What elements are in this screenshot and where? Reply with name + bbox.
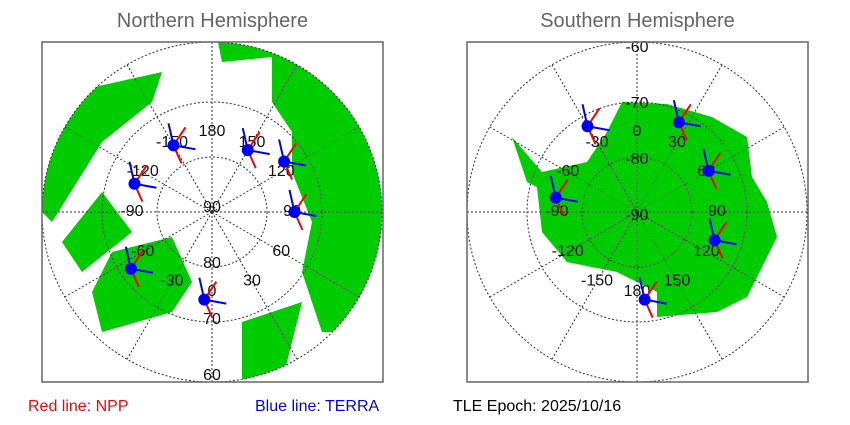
longitude-label: -120 <box>552 243 584 260</box>
longitude-label: -150 <box>581 273 613 290</box>
antarctica-land <box>512 102 777 317</box>
meridian-line <box>636 211 785 298</box>
eurasia-land <box>212 42 382 332</box>
land-layer <box>42 42 382 382</box>
npp-legend: Red line: NPP <box>28 398 129 415</box>
map-frame <box>466 41 809 383</box>
satellite-pass-marker <box>124 262 137 275</box>
meridian-line <box>551 211 638 360</box>
north-polar-map: 908070601801501209060300-30-60-90-120-15… <box>41 41 384 384</box>
satellite-pass-marker <box>672 116 685 129</box>
meridian-line <box>211 126 360 213</box>
satellite-pass-marker <box>702 164 715 177</box>
meridian-line <box>211 211 298 360</box>
longitude-label: 150 <box>664 273 691 290</box>
latitude-label: 60 <box>203 367 221 384</box>
satellite-pass-marker <box>198 293 211 306</box>
longitude-label: -30 <box>585 134 608 151</box>
north-map-title: Northern Hemisphere <box>116 10 309 32</box>
longitude-label: 0 <box>208 283 217 300</box>
latitude-label: -60 <box>625 39 648 56</box>
latitude-label: 80 <box>203 255 221 272</box>
tle-epoch: TLE Epoch: 2025/10/16 <box>453 398 622 415</box>
longitude-label: 120 <box>268 163 295 180</box>
map-frame <box>41 41 384 383</box>
north-america-land <box>42 72 162 222</box>
satellite-pass-marker <box>241 144 254 157</box>
greenland-land <box>92 237 192 332</box>
meridian-line <box>489 211 638 298</box>
satellite-pass-marker <box>167 139 180 152</box>
meridian-line <box>64 211 213 298</box>
latitude-label: 70 <box>203 311 221 328</box>
longitude-label: 30 <box>243 273 261 290</box>
longitude-label: 60 <box>272 243 290 260</box>
longitude-label: -90 <box>120 203 143 220</box>
south-map-title: Southern Hemisphere <box>540 10 735 32</box>
meridian-line <box>126 211 213 360</box>
satellite-pass-marker <box>638 293 651 306</box>
terra-legend: Blue line: TERRA <box>255 398 380 415</box>
meridian-line <box>636 64 723 213</box>
longitude-label: -30 <box>160 273 183 290</box>
satellite-pass-marker <box>128 177 141 190</box>
meridian-line <box>126 64 213 213</box>
satellite-pass-marker <box>288 206 301 218</box>
europe-land <box>242 302 302 382</box>
longitude-label: 180 <box>199 123 226 140</box>
land-layer <box>512 102 777 317</box>
latitude-label: 90 <box>203 199 221 216</box>
longitude-label: 0 <box>633 123 642 140</box>
latitude-label: -90 <box>625 207 648 224</box>
meridian-line <box>551 64 638 213</box>
longitude-label: 90 <box>708 203 726 220</box>
south-polar-map: -90-80-70-600306090120150180-150-120-90-… <box>466 39 809 383</box>
longitude-label: 30 <box>668 134 686 151</box>
meridian-line <box>64 126 213 213</box>
longitude-label: 120 <box>693 243 720 260</box>
longitude-label: -60 <box>556 163 579 180</box>
latitude-label: -80 <box>625 151 648 168</box>
meridian-line <box>636 211 723 360</box>
satellite-pass-marker <box>278 155 291 168</box>
satellite-pass-marker <box>581 120 594 133</box>
meridian-line <box>211 211 360 298</box>
longitude-label: -90 <box>545 203 568 220</box>
latitude-label: -70 <box>625 95 648 112</box>
meridian-line <box>489 126 638 213</box>
satellite-pass-marker <box>708 234 721 247</box>
latitude-circle <box>156 156 268 268</box>
satellite-pass-marker <box>549 191 562 204</box>
latitude-circle <box>581 156 693 268</box>
